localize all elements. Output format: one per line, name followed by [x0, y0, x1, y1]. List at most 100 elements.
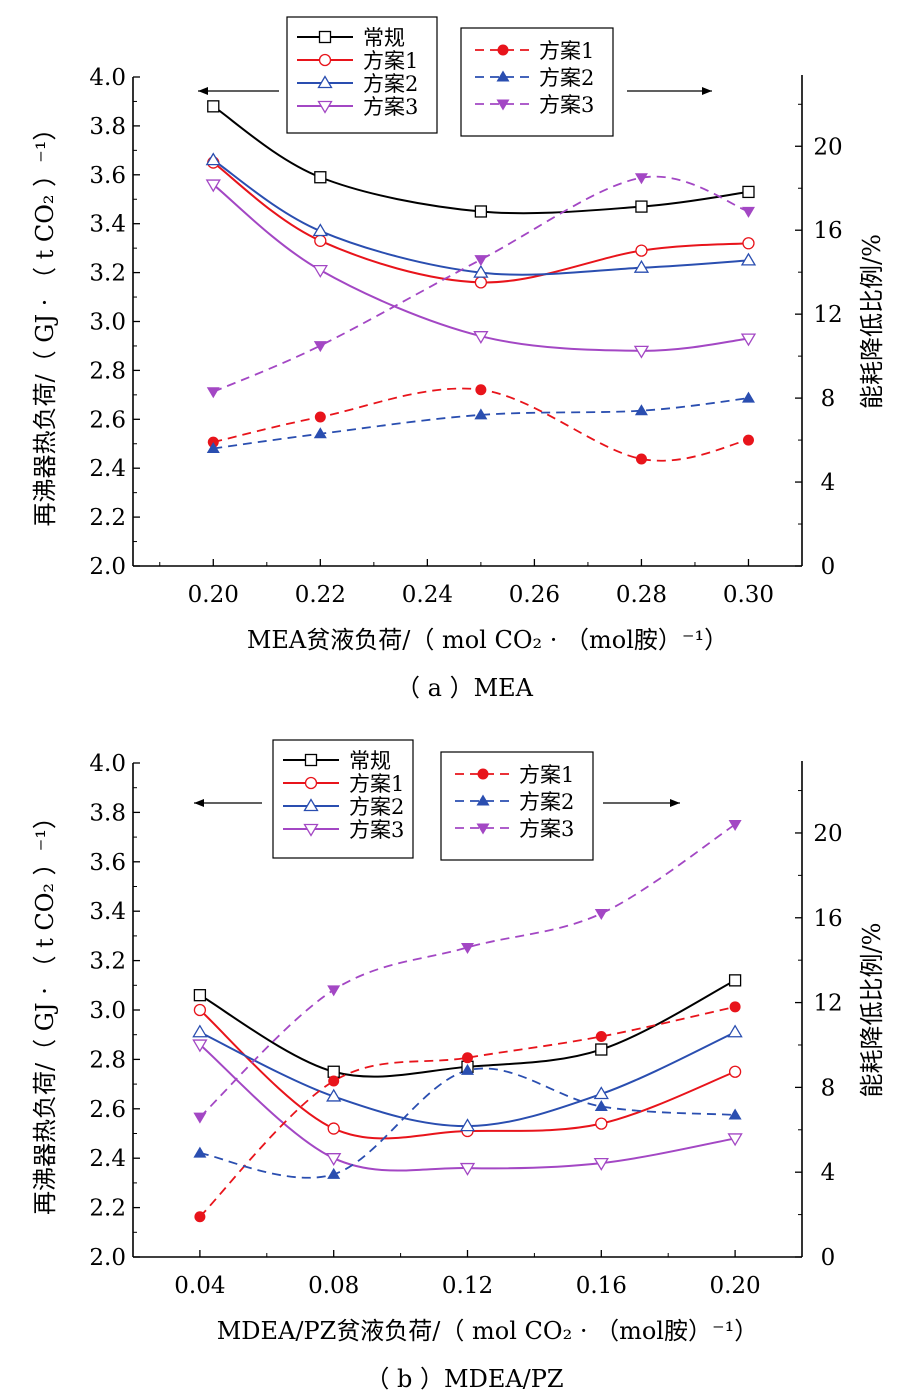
x-tick-label: 0.08: [308, 1273, 359, 1299]
y2-tick-label: 16: [813, 218, 842, 244]
data-point-left-3-3: [633, 345, 650, 359]
legend-left-marker: [318, 30, 332, 44]
y-tick-label: 2.0: [89, 554, 126, 580]
y-tick-label: 2.8: [89, 358, 126, 384]
data-point-right-2-0: [193, 1112, 207, 1124]
y-tick-label: 2.0: [89, 1245, 126, 1271]
legend-right-label: 方案1: [519, 763, 574, 787]
data-point-right-1-0: [193, 1146, 207, 1158]
data-point-left-2-3: [593, 1086, 609, 1100]
data-point-right-1-4: [741, 391, 755, 403]
y-tick-label: 2.8: [89, 1047, 126, 1073]
x-axis-title: MDEA/PZ贫液负荷/（ mol CO₂ · （mol胺）⁻¹）: [217, 1317, 759, 1345]
legend-right-label: 方案2: [539, 66, 594, 90]
x-tick-label: 0.04: [174, 1273, 225, 1299]
data-point-left-2-3: [633, 259, 650, 273]
data-point-right-1-0: [206, 441, 220, 453]
data-point-left-1-1: [314, 234, 327, 247]
data-point-left-0-4: [728, 974, 742, 987]
data-point-right-1-2: [461, 1063, 474, 1075]
data-point-left-2-2: [473, 264, 489, 278]
panel-caption: （ b ）MDEA/PZ: [365, 1365, 563, 1393]
y2-axis-title: 能耗降低比例/%: [858, 923, 886, 1098]
data-point-left-0-0: [207, 100, 220, 113]
data-point-left-1-4: [742, 237, 755, 250]
y2-tick-label: 12: [813, 991, 842, 1017]
x-tick-label: 0.28: [616, 582, 667, 608]
legend-left-marker: [303, 823, 319, 837]
chart-panel-a: 2.0 2.2 2.4 2.6 2.8 3.0 3.2 3.4 3.6 3.8 4.0 0 4 8 12 16…: [31, 16, 886, 702]
data-point-left-0-3: [635, 200, 648, 213]
data-point-left-3-4: [727, 1133, 743, 1147]
legend-left-label: 方案2: [363, 72, 418, 96]
y-tick-label: 3.0: [89, 310, 126, 336]
legend-right-label: 方案2: [519, 790, 574, 814]
data-point-right-2-4: [728, 819, 742, 831]
data-point-left-3-2: [473, 331, 489, 344]
data-point-right-0-2: [475, 384, 487, 396]
data-point-right-2-0: [206, 387, 220, 399]
arrow-left-icon: [198, 87, 208, 95]
data-point-right-2-2: [474, 255, 488, 267]
data-point-right-1-3: [634, 404, 648, 416]
y-tick-label: 3.2: [89, 261, 126, 287]
y-tick-label: 3.8: [89, 800, 126, 826]
data-point-right-2-3: [634, 173, 648, 185]
data-point-left-1-0: [193, 1003, 207, 1017]
data-point-left-1-4: [728, 1065, 742, 1078]
y-tick-label: 4.0: [89, 65, 126, 91]
data-point-left-0-4: [742, 185, 755, 199]
series-line-right-1: [213, 397, 749, 450]
legend-right-marker: [477, 768, 489, 780]
legend-left-label: 方案3: [363, 95, 418, 119]
data-point-left-0-0: [193, 989, 207, 1002]
legend-right-box: [440, 751, 594, 861]
legend-left-label: 方案3: [349, 818, 404, 842]
legend-right-marker: [476, 794, 490, 806]
y-tick-label: 2.2: [89, 505, 126, 531]
legend-left-label: 常规: [363, 26, 405, 50]
y-tick-label: 3.4: [89, 899, 126, 925]
series-line-right-0: [213, 387, 749, 462]
y2-tick-label: 12: [813, 302, 842, 328]
x-tick-label: 0.30: [723, 582, 774, 608]
data-point-left-2-0: [205, 152, 221, 166]
data-point-left-2-4: [740, 252, 757, 266]
data-point-left-2-4: [727, 1024, 743, 1038]
y-tick-label: 2.4: [89, 456, 126, 482]
legend-left-label: 常规: [349, 749, 391, 773]
data-point-left-3-4: [740, 333, 757, 347]
y-tick-label: 2.4: [89, 1146, 126, 1172]
y-tick-label: 3.8: [89, 114, 126, 140]
data-point-left-0-3: [595, 1043, 608, 1056]
x-tick-label: 0.24: [402, 582, 453, 608]
y-tick-label: 2.2: [89, 1196, 126, 1222]
data-point-left-2-1: [326, 1088, 342, 1102]
legend-left-marker: [303, 798, 319, 812]
y-tick-label: 2.6: [89, 407, 126, 433]
data-point-left-3-2: [459, 1162, 476, 1176]
y-axis-title: 再沸器热负荷/（ GJ · （ t CO₂ ）⁻¹）: [31, 117, 59, 527]
legend-right-marker: [496, 70, 510, 82]
data-point-left-3-1: [326, 1153, 342, 1166]
data-point-right-2-1: [327, 985, 341, 997]
y-tick-label: 3.6: [89, 850, 126, 876]
legend-right-marker: [497, 44, 509, 56]
x-tick-label: 0.16: [576, 1273, 627, 1299]
series-line-right-2: [212, 175, 749, 393]
legend-right-box: [460, 27, 614, 137]
legend-left-marker: [304, 753, 318, 767]
y2-tick-label: 16: [813, 906, 842, 932]
legend-left-marker: [304, 776, 318, 790]
y2-tick-label: 8: [821, 386, 836, 412]
y-tick-label: 2.6: [89, 1097, 126, 1123]
data-point-right-1-1: [327, 1167, 341, 1179]
data-point-right-1-2: [474, 408, 488, 420]
data-point-right-0-4: [742, 434, 754, 446]
y2-tick-label: 0: [821, 1245, 836, 1271]
y2-tick-label: 20: [813, 821, 842, 847]
data-point-right-2-3: [594, 909, 608, 921]
y2-tick-label: 4: [821, 1160, 836, 1186]
data-point-left-3-3: [593, 1157, 609, 1171]
